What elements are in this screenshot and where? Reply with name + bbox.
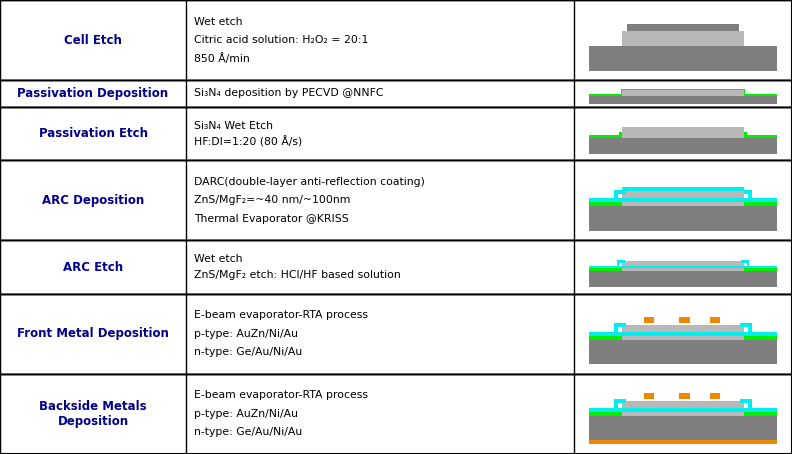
Bar [618,331,623,340]
Bar [589,408,777,412]
Bar [623,187,744,191]
Bar [623,325,744,340]
Bar [744,266,747,271]
Bar [680,317,690,323]
Bar [747,260,749,268]
Text: Passivation Etch: Passivation Etch [39,127,147,140]
Bar [740,400,748,404]
Bar [0,374,792,454]
Bar [617,260,619,268]
Bar [589,416,777,440]
Bar [744,408,748,416]
Bar [0,240,792,294]
Text: Si₃N₄ deposition by PECVD @NNFC: Si₃N₄ deposition by PECVD @NNFC [194,89,383,99]
Bar [0,80,792,107]
Text: Backside Metals
Deposition: Backside Metals Deposition [40,400,147,428]
Text: 850 Å/min: 850 Å/min [194,53,249,64]
Bar [623,401,744,416]
Bar [589,340,777,364]
Text: E-beam evaporator-RTA process: E-beam evaporator-RTA process [194,390,368,400]
Bar [644,317,654,323]
Bar [589,332,777,336]
Text: Cell Etch: Cell Etch [64,34,122,47]
Bar [623,191,744,207]
Bar [623,90,744,95]
Bar [623,128,744,138]
Bar [589,202,777,207]
Bar [748,400,752,412]
Bar [589,440,777,444]
Bar [589,46,777,70]
Bar [744,89,745,95]
Bar [589,268,777,271]
Bar [619,132,623,138]
Bar [0,107,792,160]
Bar [614,323,618,336]
Text: Passivation Deposition: Passivation Deposition [17,87,169,100]
Bar [623,31,744,46]
Bar [680,393,690,400]
Bar [0,0,792,80]
Bar [589,207,777,231]
Bar [744,132,747,138]
Bar [618,408,623,416]
Text: E-beam evaporator-RTA process: E-beam evaporator-RTA process [194,311,368,321]
Text: p-type: AuZn/Ni/Au: p-type: AuZn/Ni/Au [194,409,298,419]
Bar [618,198,623,207]
Text: p-type: AuZn/Ni/Au: p-type: AuZn/Ni/Au [194,329,298,339]
Bar [614,400,618,412]
Text: Citric acid solution: H₂O₂ = 20:1: Citric acid solution: H₂O₂ = 20:1 [194,35,368,45]
Bar [589,198,777,202]
Bar [744,198,748,207]
Bar [741,260,747,263]
Bar [589,94,777,95]
Bar [589,271,777,287]
Bar [744,331,748,340]
Bar [589,412,777,416]
Bar [0,160,792,240]
Text: Si₃N₄ Wet Etch: Si₃N₄ Wet Etch [194,120,273,130]
Bar [623,89,744,90]
Bar [740,323,748,327]
Bar [748,323,752,336]
Text: ARC Deposition: ARC Deposition [42,194,144,207]
Bar [618,190,626,194]
Text: ZnS/MgF₂=~40 nm/~100nm: ZnS/MgF₂=~40 nm/~100nm [194,195,351,205]
Bar [0,294,792,374]
Bar [619,266,623,271]
Text: Thermal Evaporator @KRISS: Thermal Evaporator @KRISS [194,214,348,224]
Bar [589,135,777,138]
Bar [621,89,623,95]
Bar [619,260,625,263]
Bar [710,317,720,323]
Bar [710,393,720,400]
Text: ZnS/MgF₂ etch: HCl/HF based solution: ZnS/MgF₂ etch: HCl/HF based solution [194,270,401,280]
Bar [623,261,744,271]
Text: Front Metal Deposition: Front Metal Deposition [17,327,169,340]
Bar [644,393,654,400]
Text: Wet etch: Wet etch [194,16,242,26]
Text: ARC Etch: ARC Etch [63,261,123,274]
Bar [589,138,777,154]
Bar [589,266,777,268]
Text: HF:DI=1:20 (80 Å/s): HF:DI=1:20 (80 Å/s) [194,136,303,147]
Text: n-type: Ge/Au/Ni/Au: n-type: Ge/Au/Ni/Au [194,347,303,357]
Bar [618,400,626,404]
Bar [614,190,618,202]
Text: n-type: Ge/Au/Ni/Au: n-type: Ge/Au/Ni/Au [194,428,303,438]
Text: Wet etch: Wet etch [194,254,242,264]
Bar [744,190,752,194]
Bar [618,323,626,327]
Bar [748,190,752,202]
Bar [627,24,739,31]
Bar [589,95,777,104]
Text: DARC(double-layer anti-reflection coating): DARC(double-layer anti-reflection coatin… [194,177,425,187]
Bar [589,336,777,340]
